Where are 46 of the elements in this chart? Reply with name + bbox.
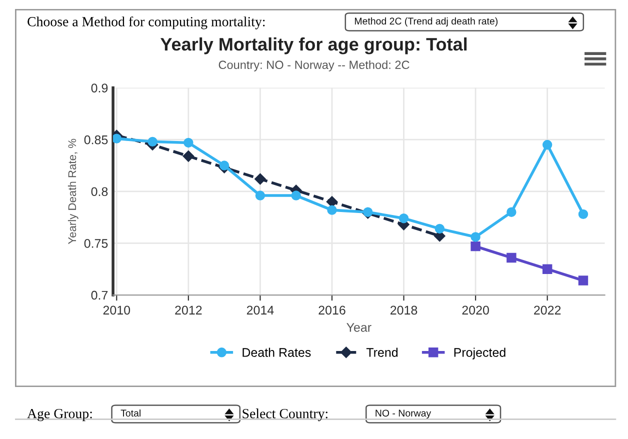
x-tick-label: 2010 [103, 306, 130, 315]
text: Age Group: [27, 408, 92, 422]
y-tick-label: 0.8 [91, 187, 108, 196]
y-tick-label: 0.85 [84, 135, 108, 144]
text: Select Country: [242, 408, 328, 422]
point [434, 224, 445, 234]
x-tick-label: 2022 [534, 306, 561, 315]
point [506, 252, 516, 263]
point [182, 150, 194, 162]
point [470, 241, 480, 252]
chart-title: Yearly Mortality for age group: Total [160, 37, 467, 54]
point [184, 138, 194, 148]
point [113, 134, 122, 144]
point [470, 232, 480, 242]
x-tick-label: 2014 [246, 306, 274, 315]
point [578, 209, 588, 220]
point [327, 205, 337, 215]
y-tick-label: 0.7 [91, 290, 108, 300]
legend-label: Trend [366, 348, 398, 357]
point [148, 136, 158, 147]
point [219, 160, 230, 170]
x-tick-label: 2018 [390, 306, 418, 315]
point [578, 276, 588, 286]
y-axis-title: Yearly Death Rate, % [68, 138, 78, 244]
x-tick-label: 2020 [462, 306, 489, 315]
legend-label: Projected [454, 348, 506, 360]
point [398, 213, 409, 224]
x-axis-title: Year [346, 323, 372, 332]
legend-label: Death Rates [242, 348, 311, 357]
point [506, 207, 516, 217]
point [542, 140, 552, 150]
point [255, 190, 266, 200]
chart-subtitle: Country: NO - Norway -- Method: 2C [218, 60, 410, 72]
y-tick-label: 0.75 [84, 239, 108, 248]
point [254, 173, 266, 185]
text: Method 2C (Trend adj death rate) [354, 17, 498, 26]
text: Total [120, 409, 140, 417]
point [291, 190, 301, 200]
text: NO - Norway [376, 410, 432, 419]
x-tick-label: 2012 [175, 306, 202, 315]
text: Choose a Method for computing mortality: [28, 16, 265, 30]
y-tick-label: 0.9 [91, 84, 108, 92]
point [542, 264, 552, 274]
point [326, 196, 338, 208]
x-tick-label: 2016 [318, 306, 346, 315]
point [363, 207, 373, 217]
